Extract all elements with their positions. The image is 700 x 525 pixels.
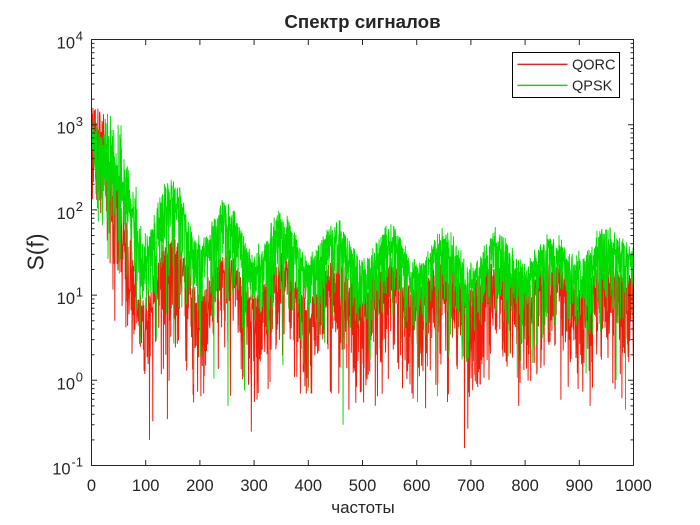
svg-text:500: 500 [349,477,377,495]
svg-text:2: 2 [76,199,83,214]
svg-text:200: 200 [186,477,214,495]
svg-text:QORC: QORC [572,57,616,73]
svg-text:QPSK: QPSK [572,78,613,94]
svg-text:10: 10 [57,290,75,308]
svg-text:частоты: частоты [331,498,395,517]
svg-text:10: 10 [57,120,75,138]
svg-text:10: 10 [57,205,75,223]
svg-text:0: 0 [76,370,83,385]
svg-text:Спектр сигналов: Спектр сигналов [284,11,440,32]
svg-text:400: 400 [295,477,323,495]
svg-text:10: 10 [57,35,75,53]
svg-text:600: 600 [403,477,431,495]
svg-text:-1: -1 [71,455,83,470]
svg-text:0: 0 [87,477,96,495]
svg-text:10: 10 [52,461,70,479]
svg-text:900: 900 [566,477,594,495]
svg-text:4: 4 [76,29,83,44]
svg-text:1000: 1000 [615,477,652,495]
svg-text:800: 800 [511,477,539,495]
svg-text:1: 1 [76,284,83,299]
svg-text:3: 3 [76,114,83,129]
svg-text:S(f): S(f) [23,233,49,270]
svg-text:100: 100 [132,477,160,495]
svg-text:10: 10 [57,375,75,393]
svg-text:700: 700 [457,477,485,495]
svg-text:300: 300 [240,477,268,495]
